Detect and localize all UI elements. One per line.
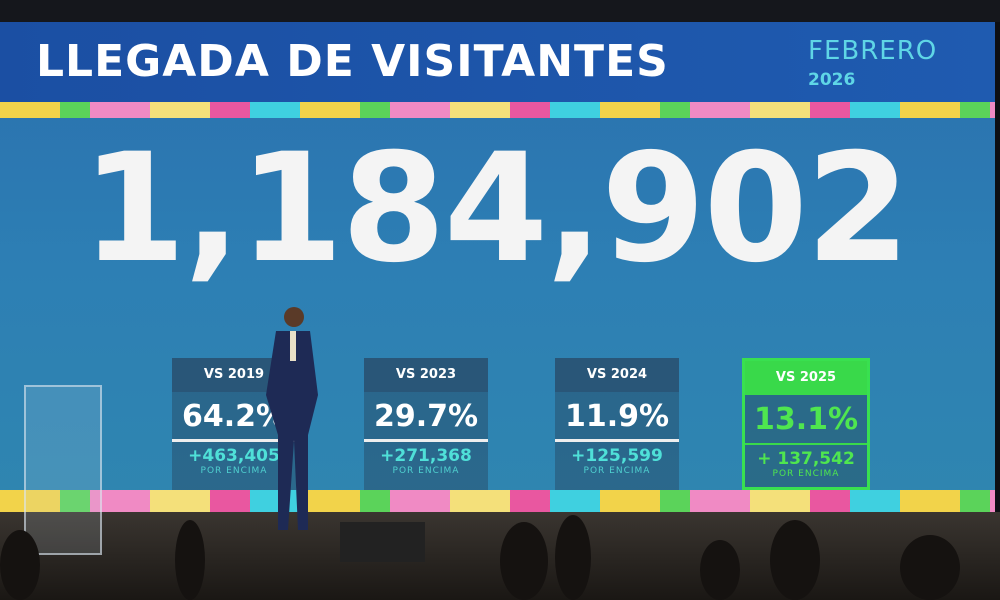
ceiling [0, 0, 1000, 22]
slide-month: FEBRERO [808, 36, 938, 66]
audience-member [0, 530, 40, 600]
card-note: POR ENCIMA [772, 469, 840, 479]
card-difference: + 137,542 [757, 449, 855, 469]
audience-member [175, 520, 205, 600]
decorative-strip-bottom [0, 490, 995, 512]
stage-monitor [340, 522, 425, 562]
card-percent: 13.1% [745, 395, 867, 445]
comparison-card-2023: VS 2023 29.7% +271,368 POR ENCIMA [364, 358, 488, 490]
slide-title: LLEGADA DE VISITANTES [36, 36, 669, 87]
card-percent: 64.2% [172, 392, 296, 442]
comparison-card-2025: VS 2025 13.1% + 137,542 POR ENCIMA [742, 358, 870, 490]
card-note: POR ENCIMA [583, 466, 651, 476]
card-label: VS 2023 [364, 358, 488, 392]
card-label: VS 2024 [555, 358, 679, 392]
audience-member [700, 540, 740, 600]
card-note: POR ENCIMA [392, 466, 460, 476]
card-difference: +271,368 [380, 446, 472, 466]
card-note: POR ENCIMA [200, 466, 268, 476]
card-difference: +463,405 [188, 446, 280, 466]
card-percent: 11.9% [555, 392, 679, 442]
card-label: VS 2025 [745, 361, 867, 395]
presentation-screen: LLEGADA DE VISITANTES FEBRERO 2026 1,184… [0, 22, 995, 512]
slide-header: LLEGADA DE VISITANTES FEBRERO 2026 [0, 22, 995, 102]
audience-member [500, 522, 548, 600]
glass-podium [24, 385, 102, 555]
audience-member [770, 520, 820, 600]
total-visitors: 1,184,902 [81, 122, 911, 296]
slide-year: 2026 [808, 70, 856, 90]
decorative-strip-top [0, 102, 995, 118]
audience-member [555, 515, 591, 600]
card-difference: +125,599 [571, 446, 663, 466]
speaker-figure [266, 307, 318, 530]
comparison-card-2024: VS 2024 11.9% +125,599 POR ENCIMA [555, 358, 679, 490]
audience-member [900, 535, 960, 600]
card-percent: 29.7% [364, 392, 488, 442]
